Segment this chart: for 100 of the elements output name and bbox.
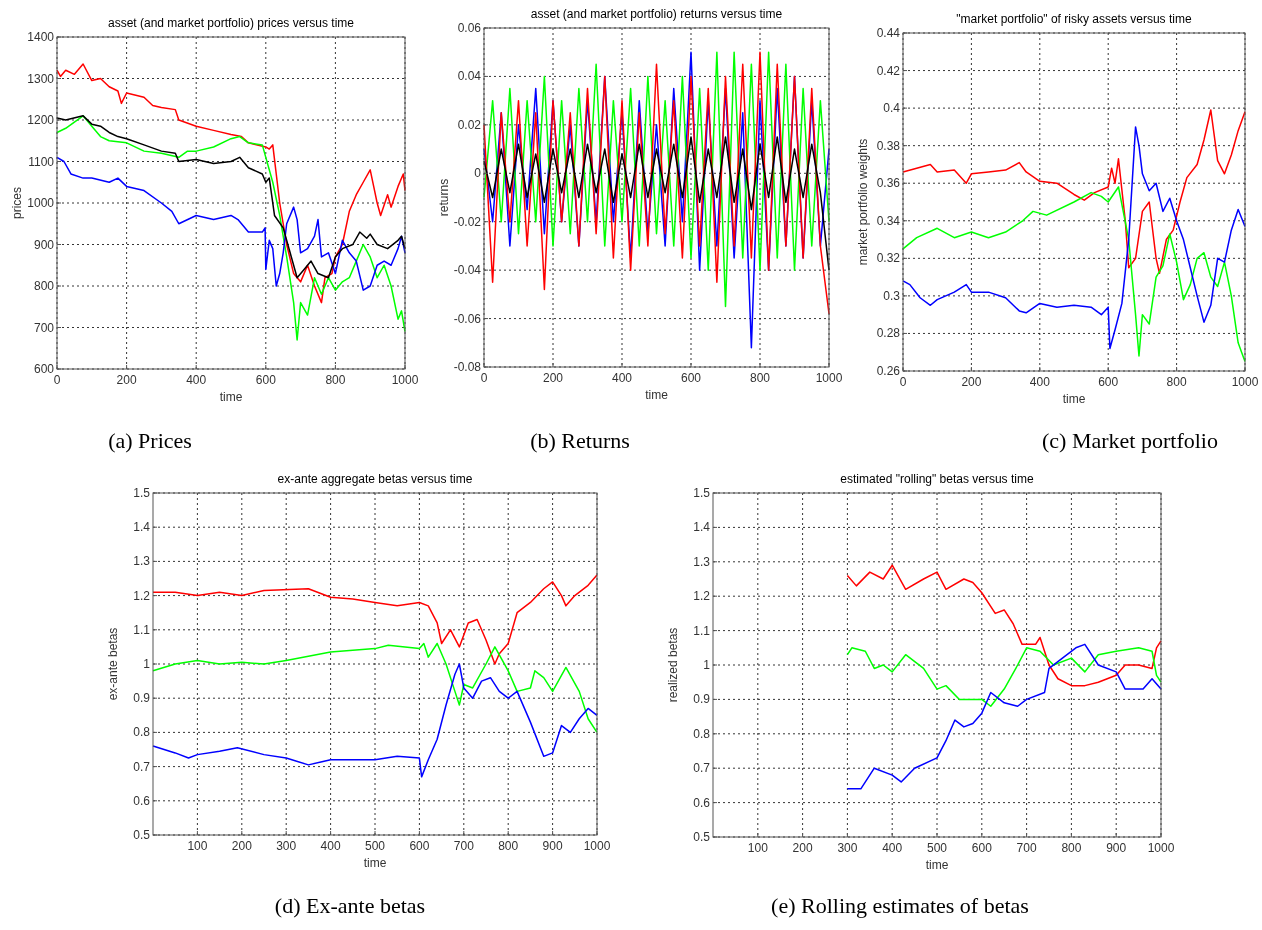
x-tick-label: 200 (116, 373, 137, 387)
y-tick-label: 800 (33, 279, 55, 293)
x-tick-label: 700 (1016, 841, 1037, 855)
y-tick-label: 1.4 (693, 520, 711, 535)
y-tick-label: 1400 (27, 30, 55, 44)
y-tick-label: 600 (33, 362, 55, 376)
x-tick-label: 600 (255, 373, 277, 387)
y-tick-label: 0.06 (457, 21, 482, 35)
y-tick-label: 0.4 (883, 101, 901, 116)
x-tick-label: 600 (409, 839, 430, 853)
x-tick-label: 1000 (583, 839, 611, 853)
x-axis-title: time (219, 390, 243, 404)
x-tick-label: 200 (231, 839, 253, 853)
chart-title: "market portfolio" of risky assets versus time (956, 12, 1192, 26)
y-tick-label: 0.8 (693, 726, 711, 741)
line-series (846, 643, 1162, 790)
text: (c) Market portfolio (1042, 428, 1218, 453)
y-tick-label: 1.3 (133, 554, 151, 569)
x-tick-label: 500 (926, 841, 948, 855)
line-series (56, 156, 406, 291)
y-tick-label: 0.7 (693, 761, 711, 776)
chart-title: asset (and market portfolio) prices versus time (107, 16, 355, 30)
y-tick-label: 1.3 (693, 554, 711, 569)
x-tick-label: 600 (680, 371, 702, 385)
chart-title: ex-ante aggregate betas versus time (277, 472, 473, 486)
x-tick-label: 200 (961, 375, 982, 389)
line-series (152, 663, 598, 778)
x-tick-label: 1000 (391, 373, 419, 387)
x-tick-label: 600 (971, 841, 993, 855)
x-axis-title: time (645, 388, 669, 402)
y-tick-label: -0.04 (453, 263, 482, 278)
y-tick-label: 0.04 (457, 69, 482, 84)
line-series (846, 647, 1162, 708)
x-tick-label: 100 (187, 839, 208, 853)
y-tick-label: 1100 (28, 154, 55, 169)
y-tick-label: 1.2 (133, 588, 151, 603)
y-axis-title: market portfolio weights (856, 138, 870, 266)
y-tick-label: 1.5 (133, 486, 151, 500)
x-axis-title: time (925, 858, 949, 872)
line-series (902, 186, 1246, 363)
y-tick-label: 0.28 (876, 326, 901, 341)
y-tick-label: 1 (703, 658, 711, 672)
y-tick-label: 0.44 (876, 26, 901, 40)
y-tick-label: 1300 (27, 71, 55, 86)
x-tick-label: 400 (1029, 375, 1051, 389)
line-series (152, 574, 598, 665)
chart-title: asset (and market portfolio) returns versus time (530, 7, 783, 21)
y-tick-label: -0.06 (453, 311, 482, 326)
y-tick-label: 1.4 (133, 520, 151, 535)
y-tick-label: 1.1 (693, 623, 711, 638)
x-axis-title: time (363, 856, 387, 870)
y-tick-label: 0.3 (883, 288, 901, 303)
y-tick-label: 0.5 (133, 828, 151, 842)
x-tick-label: 1000 (815, 371, 843, 385)
x-tick-label: 100 (747, 841, 769, 855)
y-tick-label: 0.9 (693, 692, 711, 707)
chart-title: estimated "rolling" betas versus time (840, 472, 1034, 486)
x-tick-label: 200 (542, 371, 564, 385)
y-tick-label: 0.32 (876, 251, 901, 266)
y-tick-label: 0.36 (876, 176, 901, 191)
x-tick-label: 800 (1166, 375, 1187, 389)
y-tick-label: 0.6 (133, 793, 151, 808)
y-tick-label: 0.02 (457, 117, 482, 132)
x-tick-label: 900 (542, 839, 563, 853)
y-tick-label: 0.9 (133, 691, 151, 706)
x-tick-label: 900 (1106, 841, 1127, 855)
y-tick-label: 0 (474, 166, 482, 181)
x-tick-label: 400 (186, 373, 207, 387)
text: (b) Returns (530, 428, 630, 453)
y-tick-label: 1200 (27, 113, 55, 127)
y-tick-label: 0.38 (876, 138, 901, 153)
x-tick-label: 300 (837, 841, 858, 855)
y-tick-label: -0.02 (453, 214, 482, 229)
x-tick-label: 800 (1061, 841, 1082, 855)
y-tick-label: 0.6 (693, 795, 711, 810)
y-axis-title: ex-ante betas (106, 627, 120, 701)
x-tick-label: 200 (792, 841, 813, 855)
y-axis-title: prices (10, 186, 24, 220)
x-tick-label: 400 (611, 371, 633, 385)
y-tick-label: 1000 (27, 196, 55, 210)
x-tick-label: 400 (320, 839, 341, 853)
y-tick-label: 0.34 (876, 213, 901, 228)
text: (e) Rolling estimates of betas (771, 893, 1029, 918)
line-series (56, 63, 406, 304)
y-tick-label: 700 (33, 320, 55, 335)
line-series (902, 109, 1246, 275)
line-series (152, 642, 598, 734)
y-tick-label: 0.26 (876, 364, 901, 378)
x-tick-label: 600 (1098, 375, 1119, 389)
y-tick-label: 1.2 (693, 589, 711, 604)
line-series (846, 564, 1162, 687)
x-tick-label: 800 (498, 839, 519, 853)
x-tick-label: 300 (276, 839, 297, 853)
x-tick-label: 400 (882, 841, 903, 855)
y-tick-label: 0.7 (133, 759, 151, 774)
y-tick-label: -0.08 (453, 360, 482, 374)
y-tick-label: 0.5 (693, 830, 711, 844)
y-tick-label: 900 (33, 237, 55, 252)
y-tick-label: 1.1 (133, 622, 151, 637)
line-series (56, 115, 406, 341)
